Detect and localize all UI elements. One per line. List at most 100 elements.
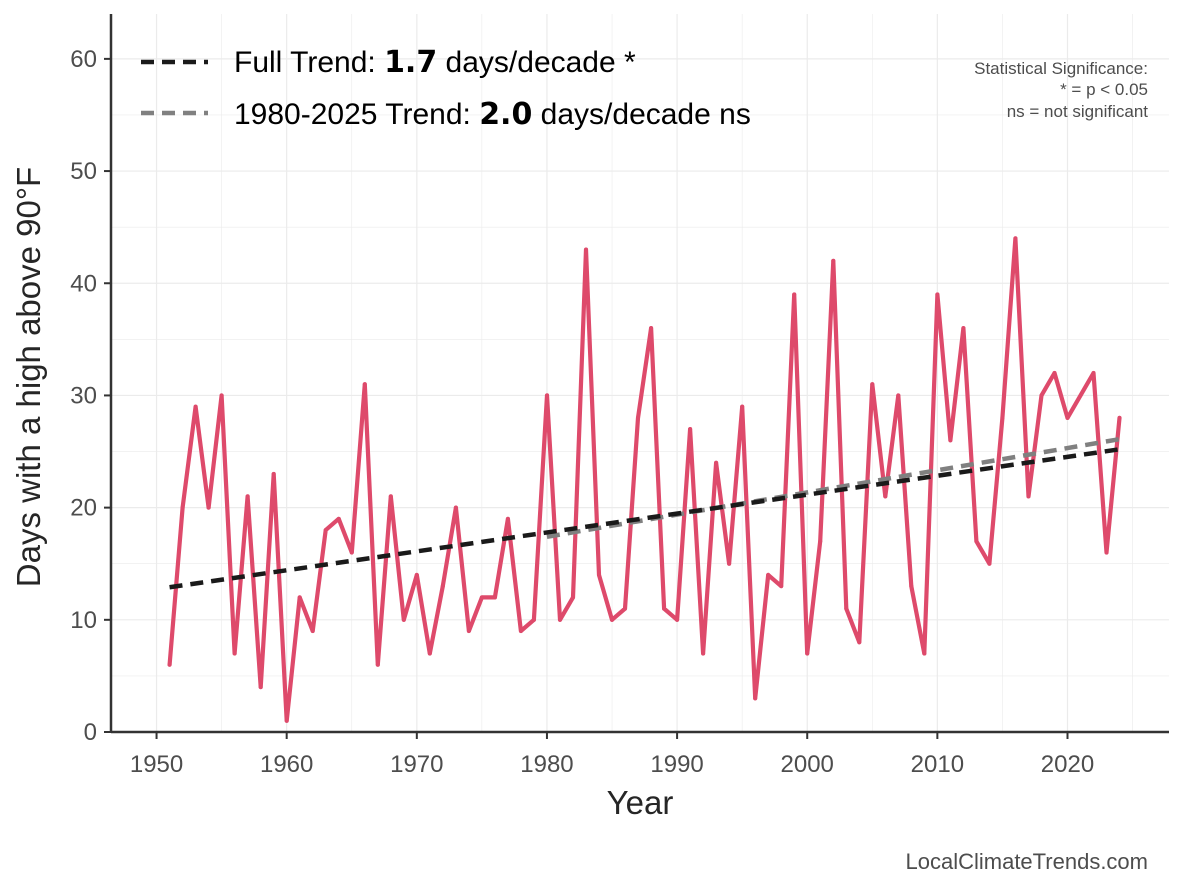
- data-point: [531, 617, 536, 622]
- data-point: [453, 505, 458, 510]
- data-point: [1000, 415, 1005, 420]
- data-point: [857, 640, 862, 645]
- x-tick-label: 2010: [911, 751, 964, 778]
- y-tick-label: 50: [70, 158, 97, 185]
- trendline-1980-2025: [546, 436, 1120, 540]
- data-point: [727, 561, 732, 566]
- series-line-days-above-90: [167, 236, 1122, 723]
- data-point: [740, 404, 745, 409]
- data-point: [544, 393, 549, 398]
- data-point: [518, 629, 523, 634]
- data-point: [180, 505, 185, 510]
- y-tick-label: 0: [84, 719, 97, 746]
- x-tick-label: 1950: [130, 751, 183, 778]
- data-point: [206, 505, 211, 510]
- data-point: [1091, 371, 1096, 375]
- data-point: [492, 595, 497, 600]
- y-tick-label: 60: [70, 46, 97, 73]
- data-point: [662, 606, 667, 611]
- x-tick-label: 1960: [260, 751, 313, 778]
- data-series: [167, 236, 1122, 723]
- data-point: [1052, 371, 1057, 375]
- data-point: [193, 404, 198, 409]
- data-point: [870, 382, 875, 387]
- x-tick-label: 2020: [1041, 751, 1094, 778]
- y-tick-label: 30: [70, 382, 97, 409]
- significance-title: Statistical Significance:: [974, 59, 1148, 78]
- data-point: [323, 528, 328, 533]
- data-point: [948, 438, 953, 443]
- data-point: [570, 595, 575, 600]
- y-axis-title: Days with a high above 90°F: [10, 167, 47, 587]
- y-tick-label: 40: [70, 270, 97, 297]
- data-point: [675, 617, 680, 622]
- data-point: [896, 393, 901, 398]
- data-point: [284, 718, 289, 723]
- data-point: [935, 292, 940, 297]
- data-point: [961, 326, 966, 331]
- data-point: [362, 382, 367, 387]
- data-point: [427, 651, 432, 656]
- trendline-full: [169, 447, 1120, 590]
- data-point: [922, 651, 927, 656]
- y-tick-label: 20: [70, 495, 97, 522]
- data-point: [701, 651, 706, 656]
- data-point: [597, 572, 602, 577]
- source-credit: LocalClimateTrends.com: [906, 849, 1149, 874]
- significance-ns: ns = not significant: [1007, 102, 1149, 121]
- data-point: [167, 662, 172, 667]
- data-point: [831, 258, 836, 263]
- data-point: [987, 561, 992, 566]
- ticks: 0 10 20 30 40 50 60 1950 1960 1970 1980 1990 2000 201…: [70, 46, 1094, 778]
- data-point: [505, 516, 510, 521]
- data-point: [766, 572, 771, 577]
- data-point: [297, 595, 302, 600]
- legend-label-recent-trend: 1980-2025 Trend: 2.0 days/decade ns: [234, 97, 751, 132]
- x-axis-title: Year: [607, 784, 674, 821]
- data-point: [388, 494, 393, 499]
- data-point: [818, 539, 823, 544]
- significance-star: * = p < 0.05: [1060, 80, 1148, 99]
- data-point: [792, 292, 797, 297]
- data-point: [636, 415, 641, 420]
- data-point: [310, 629, 315, 634]
- trendlines: [169, 436, 1120, 590]
- data-point: [557, 617, 562, 622]
- data-point: [649, 326, 654, 331]
- data-point: [219, 393, 224, 398]
- data-point: [466, 629, 471, 634]
- x-tick-label: 1980: [520, 751, 573, 778]
- data-point: [349, 550, 354, 555]
- data-point: [779, 584, 784, 589]
- data-point: [401, 617, 406, 622]
- data-point: [232, 651, 237, 656]
- data-point: [1065, 415, 1070, 420]
- y-tick-label: 10: [70, 607, 97, 634]
- legend: Full Trend: 1.7 days/decade * 1980-2025 …: [141, 45, 751, 132]
- data-point: [336, 516, 341, 521]
- data-point: [909, 584, 914, 589]
- data-point: [479, 595, 484, 600]
- data-point: [414, 572, 419, 577]
- data-point: [623, 606, 628, 611]
- data-point: [610, 617, 615, 622]
- data-point: [271, 471, 276, 476]
- x-tick-label: 2000: [781, 751, 834, 778]
- data-point: [714, 460, 719, 465]
- x-tick-label: 1990: [650, 751, 703, 778]
- data-point: [974, 539, 979, 544]
- data-point: [440, 584, 445, 589]
- x-tick-label: 1970: [390, 751, 443, 778]
- data-point: [688, 427, 693, 432]
- data-point: [375, 662, 380, 667]
- data-point: [583, 247, 588, 252]
- data-point: [1026, 494, 1031, 499]
- data-point: [1013, 236, 1018, 241]
- data-point: [805, 651, 810, 656]
- legend-label-full-trend: Full Trend: 1.7 days/decade *: [234, 45, 636, 80]
- data-point: [844, 606, 849, 611]
- data-point: [1104, 550, 1109, 555]
- data-point: [883, 494, 888, 499]
- significance-note: Statistical Significance: * = p < 0.05 n…: [974, 59, 1148, 121]
